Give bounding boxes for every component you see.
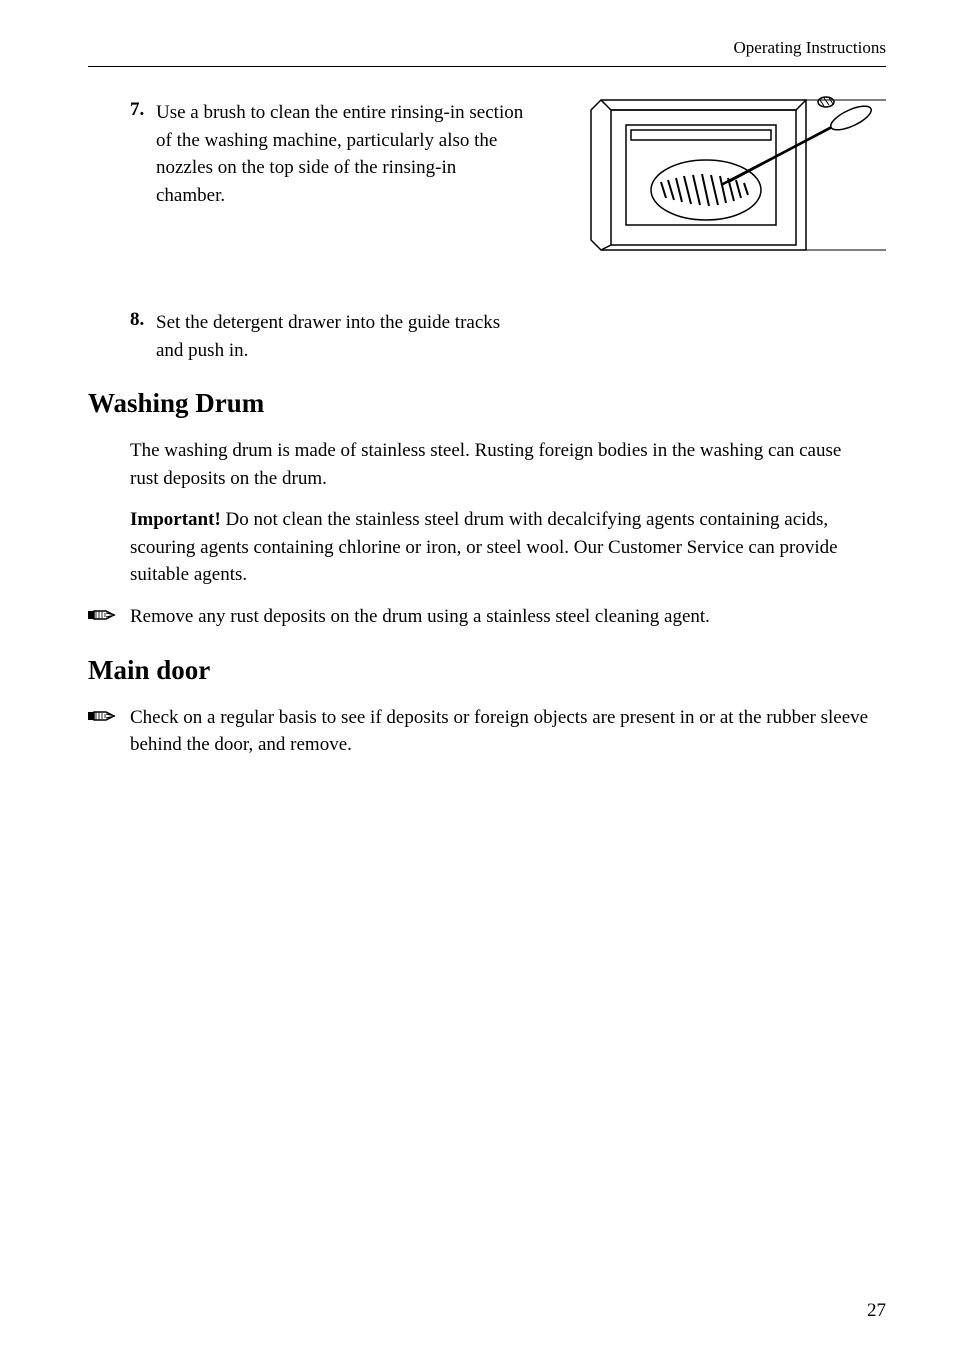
- step-7: 7. Use a brush to clean the entire rinsi…: [88, 99, 886, 209]
- step-number: 7.: [130, 99, 156, 209]
- instruction-door-check: Check on a regular basis to see if depos…: [88, 704, 886, 759]
- page-number: 27: [867, 1300, 886, 1322]
- important-label: Important!: [130, 509, 221, 530]
- washing-drum-para-2: Important! Do not clean the stainless st…: [130, 506, 870, 589]
- step-text: Set the detergent drawer into the guide …: [156, 309, 526, 364]
- step-8: 8. Set the detergent drawer into the gui…: [88, 309, 886, 364]
- instruction-text: Check on a regular basis to see if depos…: [130, 704, 870, 759]
- page-header: Operating Instructions: [88, 38, 886, 67]
- washing-drum-heading: Washing Drum: [88, 388, 886, 419]
- instruction-text: Remove any rust deposits on the drum usi…: [130, 603, 710, 631]
- washing-drum-para-1: The washing drum is made of stainless st…: [130, 437, 870, 492]
- pointing-hand-icon: [88, 706, 118, 731]
- pointing-hand-icon: [88, 605, 118, 630]
- instruction-rust-removal: Remove any rust deposits on the drum usi…: [88, 603, 886, 631]
- step-number: 8.: [130, 309, 156, 364]
- header-title: Operating Instructions: [734, 38, 887, 57]
- document-page: Operating Instructions 7. Use a brush to…: [0, 0, 954, 1352]
- step-text: Use a brush to clean the entire rinsing-…: [156, 99, 526, 209]
- main-door-heading: Main door: [88, 655, 886, 686]
- important-text: Do not clean the stainless steel drum wi…: [130, 509, 838, 585]
